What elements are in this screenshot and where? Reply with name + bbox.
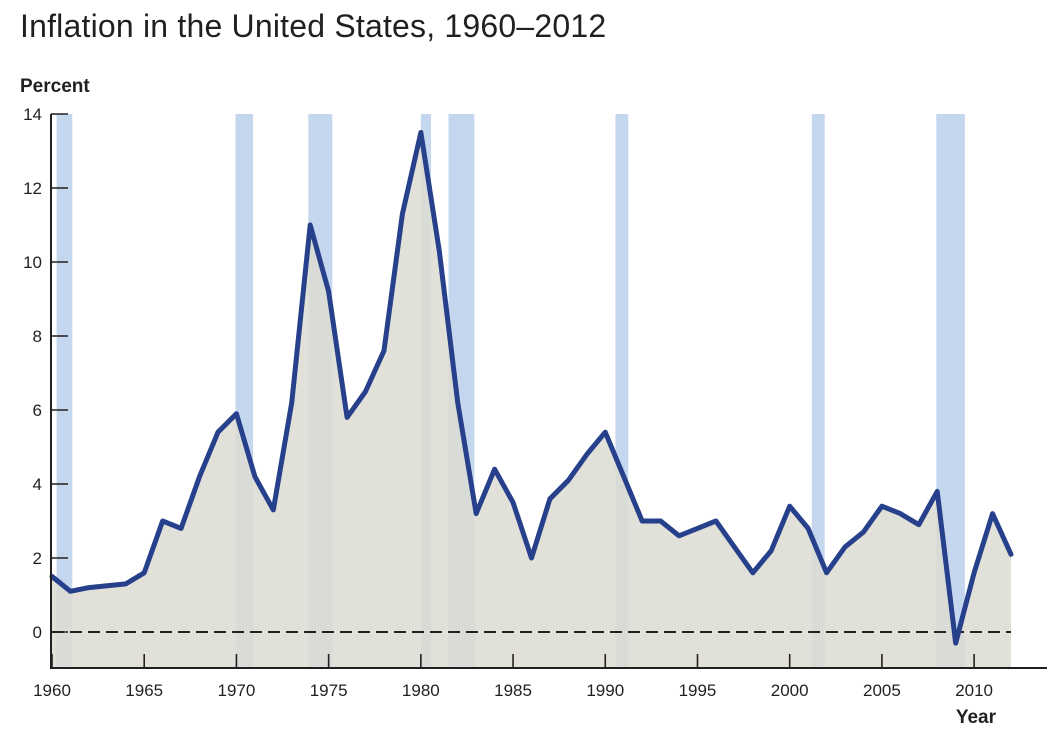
x-tick-label: 1965 — [125, 681, 163, 700]
x-tick-label: 1975 — [310, 681, 348, 700]
x-tick-label: 1980 — [402, 681, 440, 700]
area-under-line — [52, 132, 1011, 668]
y-tick-label: 2 — [33, 549, 42, 568]
y-tick-label: 12 — [23, 179, 42, 198]
chart-title: Inflation in the United States, 1960–201… — [20, 8, 607, 44]
x-tick-label: 1990 — [586, 681, 624, 700]
x-tick-label: 1995 — [679, 681, 717, 700]
recession-band-1 — [56, 114, 73, 668]
x-tick-label: 2010 — [955, 681, 993, 700]
y-tick-label: 4 — [33, 475, 42, 494]
x-tick-label: 1960 — [33, 681, 71, 700]
recession-band-7 — [811, 114, 825, 668]
x-axis-title: Year — [956, 707, 997, 728]
y-tick-label: 6 — [33, 401, 42, 420]
x-tick-label: 2005 — [863, 681, 901, 700]
y-tick-label: 10 — [23, 253, 42, 272]
axes — [50, 114, 1047, 669]
x-tick-label: 1985 — [494, 681, 532, 700]
x-axis-ticks: 1960 1965 1970 1975 1980 1985 1990 1995 2000 2005… — [33, 654, 993, 700]
inflation-series-line — [49, 130, 1014, 646]
y-tick-label: 0 — [33, 623, 42, 642]
y-tick-label: 14 — [23, 105, 42, 124]
x-tick-label: 2000 — [771, 681, 809, 700]
y-axis-ticks: 0 2 4 6 8 10 12 14 — [23, 105, 68, 642]
y-tick-label: 8 — [33, 327, 42, 346]
x-tick-label: 1970 — [218, 681, 256, 700]
y-axis-title: Percent — [20, 76, 90, 97]
